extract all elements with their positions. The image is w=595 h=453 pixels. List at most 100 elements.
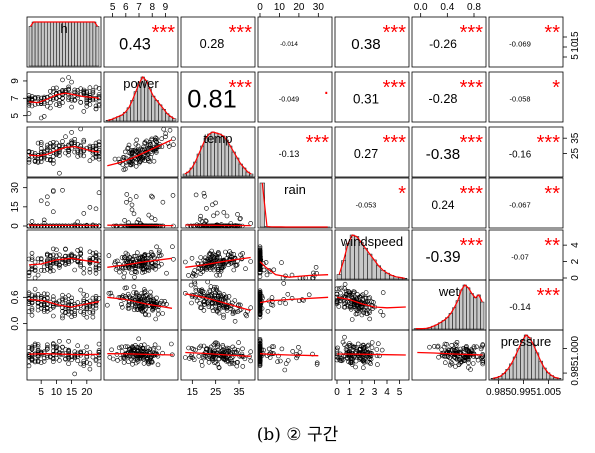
data-point [257,341,263,347]
data-point [349,317,355,322]
data-point [47,105,53,111]
panel-frame-rain-pressure [488,177,564,229]
data-point [87,143,93,149]
histogram-bar [28,26,33,67]
data-point [366,308,372,314]
data-point [115,258,120,264]
data-point [126,359,131,365]
data-point [44,344,50,350]
correlation-value-windspeed-wet: -0.39 [425,249,460,266]
data-point [283,361,289,366]
data-point [111,223,116,229]
data-point [131,307,137,313]
significance-stars-power-wet: *** [460,77,484,99]
data-point [196,262,201,267]
data-point [26,159,32,165]
data-point [453,342,459,348]
data-point [50,246,56,252]
significance-stars-power-pressure: * [552,77,560,99]
data-point [69,138,74,144]
significance-stars-rain-pressure: ** [544,183,560,205]
data-point [124,200,129,205]
data-point [32,341,38,347]
variable-label-rain: rain [284,182,306,197]
smoother-line-windspeed-temp [185,256,251,268]
panel-frame-h-wet [411,16,487,68]
data-point [69,98,74,103]
data-point [147,159,153,165]
data-point [183,355,188,360]
panel-frame-rain-windspeed [334,177,410,229]
x-tick-label-windspeed: 0 [334,387,340,398]
data-point [369,345,375,351]
data-point [199,363,205,368]
data-point [361,358,367,364]
data-point [444,350,450,355]
density-curve-power [107,76,175,121]
data-point [215,341,220,346]
data-point [335,345,340,351]
data-point [146,252,151,258]
data-point [365,359,370,365]
data-point [444,341,449,347]
data-point [125,303,131,308]
scatter-pressure-h [26,338,102,377]
data-point [427,344,432,350]
data-point [81,153,87,159]
data-point [93,106,99,112]
data-point [457,357,462,362]
y-tick-label-right-windspeed: 4 [570,242,581,248]
data-point [75,219,80,225]
panel-frame-h-windspeed [334,16,410,68]
data-point [75,248,80,253]
data-point [365,299,370,305]
data-point [150,252,156,258]
data-point [150,261,155,266]
data-point [314,360,320,366]
scatter-pressure-wet [417,339,486,372]
histogram-bar [34,21,39,67]
data-point [137,303,143,309]
data-point [66,349,71,355]
significance-stars-h-power: *** [152,22,176,44]
x-tick-label-power: 7 [136,2,142,13]
data-point [123,265,128,270]
histogram-bar [37,21,42,67]
data-point [269,344,275,350]
histogram-bar [80,21,85,67]
y-tick-label-right-windspeed: 0 [570,275,581,281]
data-point [213,287,219,292]
data-point [231,309,236,315]
data-point [135,143,141,149]
data-point [257,303,263,309]
data-point [44,201,50,207]
data-point [369,299,375,305]
data-point [257,291,263,296]
data-point [54,85,59,91]
data-point [50,297,56,302]
data-point [257,293,263,298]
data-point [480,359,486,365]
data-point [60,292,65,298]
data-point [160,311,165,316]
data-point [60,188,65,193]
data-point [153,316,158,322]
data-point [96,258,102,264]
data-point [44,302,50,308]
data-point [208,344,214,350]
data-point [207,288,212,293]
data-point [171,256,176,262]
data-point [63,295,68,300]
data-point [137,345,143,351]
data-point [129,207,135,213]
data-point [167,127,173,133]
data-point [129,161,135,166]
data-point [26,296,32,302]
data-point [90,309,96,314]
x-tick-label-power: 9 [163,2,169,13]
data-point [133,303,138,309]
data-point [147,294,153,300]
data-point [115,358,120,363]
data-point [221,304,226,309]
data-point [57,350,62,356]
